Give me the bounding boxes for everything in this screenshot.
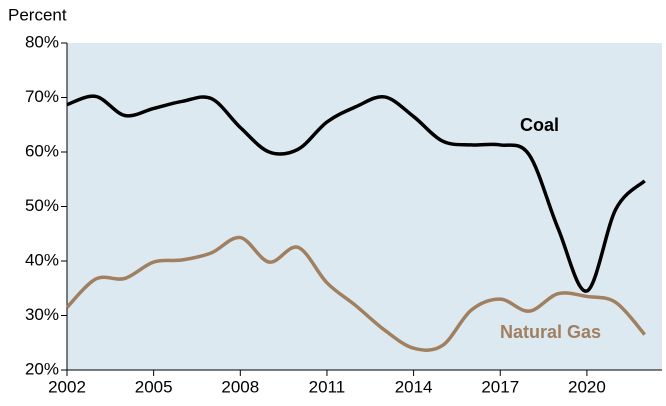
x-tick-label: 2011 [309,377,346,396]
x-tick-label: 2005 [135,377,173,396]
y-tick-label: 80% [25,32,59,51]
series-label: Natural Gas [500,322,601,342]
y-tick-label: 50% [25,196,59,215]
x-tick-label: 2014 [395,377,433,396]
y-tick-label: 70% [25,87,59,106]
y-tick-label: 30% [25,305,59,324]
y-tick-label: 20% [25,359,59,378]
x-tick-label: 2020 [568,377,606,396]
plot-area [67,43,662,370]
line-series [66,94,646,293]
y-axis-label: Percent [8,5,67,24]
series-label: Coal [520,115,559,135]
x-tick-label: 2002 [48,377,86,396]
line-series [65,235,646,352]
x-tick-label: 2017 [481,377,519,396]
y-tick-label: 40% [25,250,59,269]
y-tick-label: 60% [25,141,59,160]
x-tick-label: 2008 [221,377,259,396]
